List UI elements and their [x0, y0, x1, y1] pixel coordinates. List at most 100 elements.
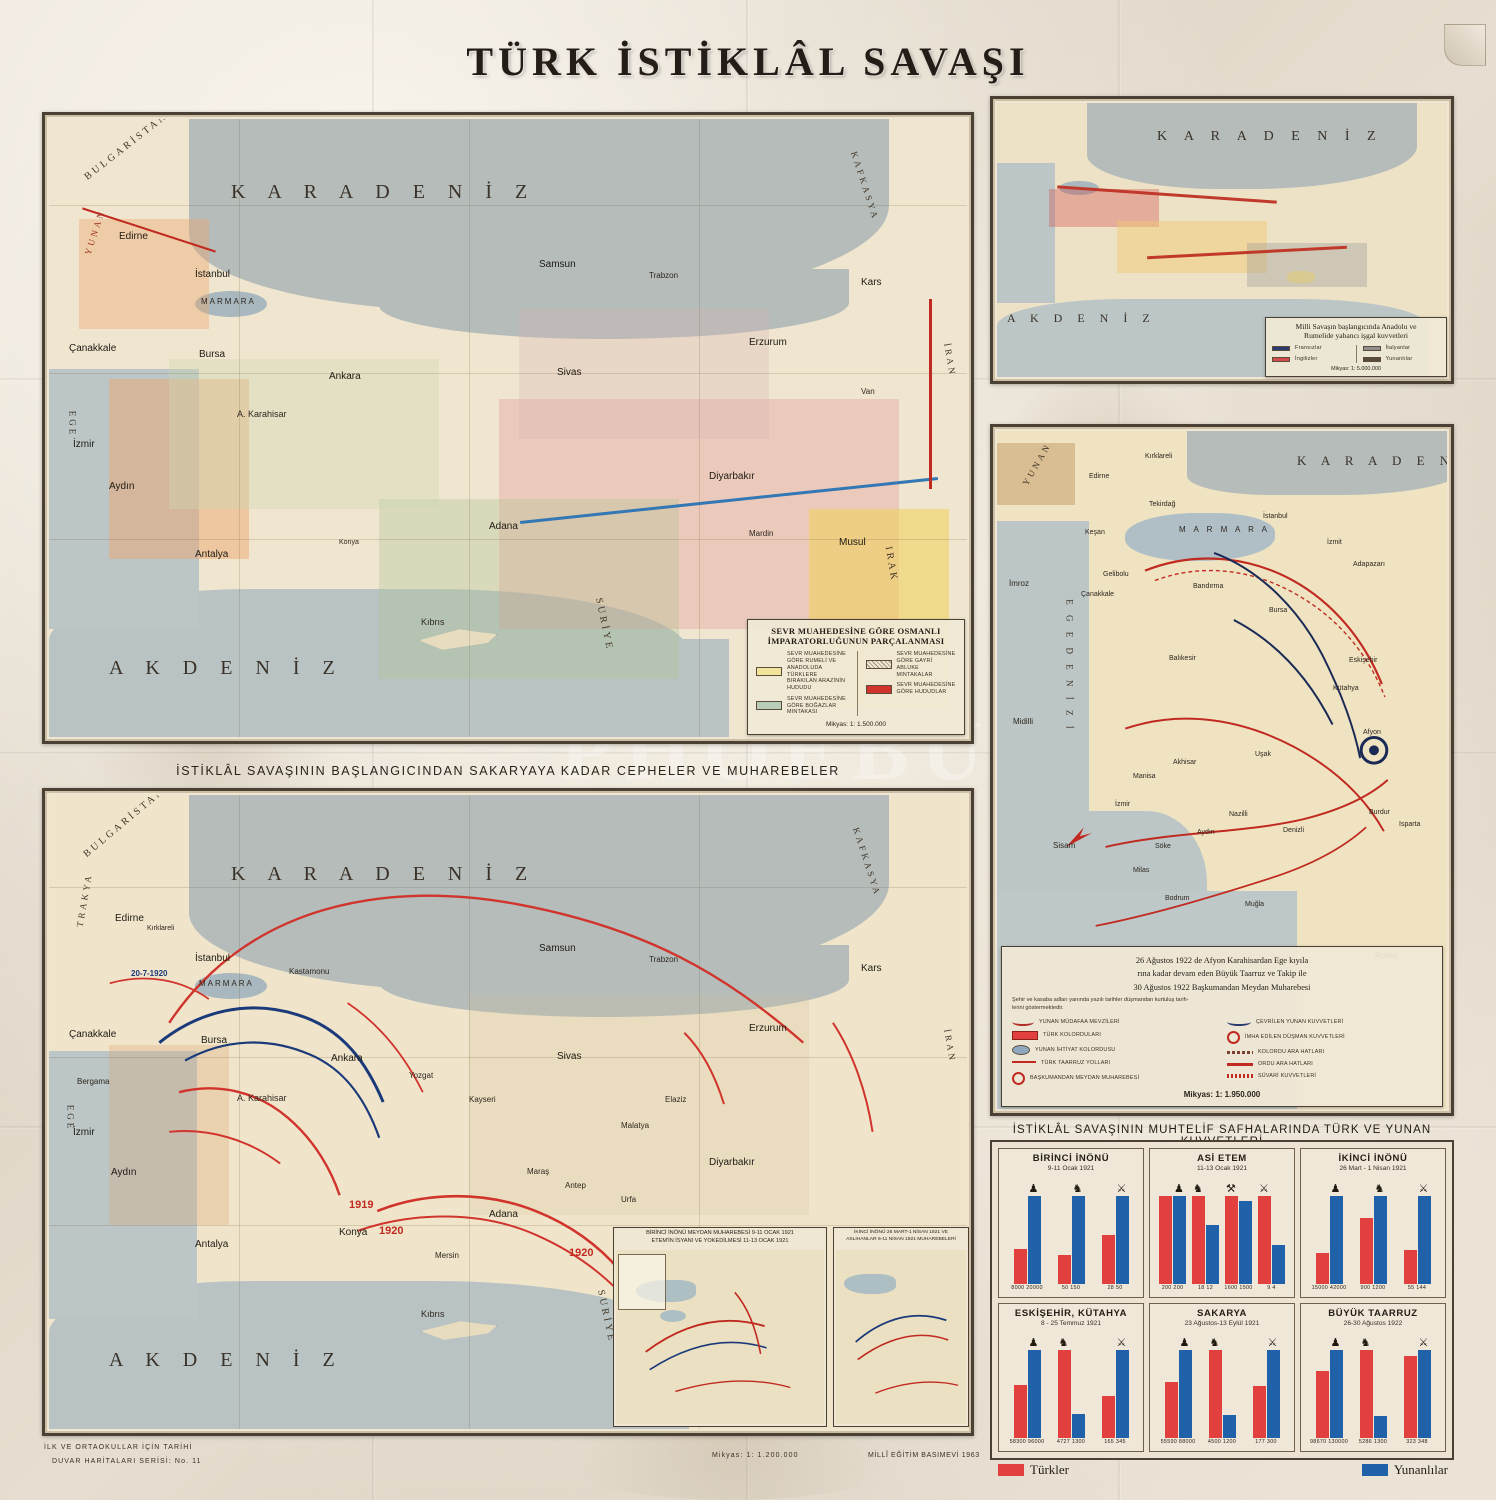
- chart-6[interactable]: BÜYÜK TAARRUZ 26-30 Ağustos 1922 ♟ 98670 13…: [1300, 1302, 1446, 1452]
- legend-swatch: [756, 701, 782, 711]
- annotation-date: 20-7-1920: [131, 969, 168, 978]
- chart-4[interactable]: ESKİŞEHİR, KÜTAHYA 8 - 25 Temmuz 1921 ♟ 583…: [998, 1302, 1144, 1452]
- city-label-konya: Konya: [339, 1227, 368, 1238]
- chart-value-labels: 900 1200: [1360, 1284, 1386, 1291]
- chart-value-labels: 18 12: [1198, 1284, 1213, 1291]
- bar-greeks: [1115, 1350, 1129, 1438]
- legend-item-label: İMHA EDİLEN DÜŞMAN KUVVETLERİ: [1245, 1034, 1345, 1041]
- bar-turks: [1101, 1234, 1115, 1284]
- chart-1[interactable]: BİRİNCİ İNÖNÜ 9-11 Ocak 1921 ♟ 8000 20000 ♞ 5…: [998, 1148, 1144, 1298]
- city-label-a-karahisar: A. Karahisar: [237, 409, 287, 419]
- chart-group-top: ⚔ 177 300: [1252, 1334, 1280, 1445]
- legend-item: SEVR MUAHEDESİNE GÖRE RUMELİ VE ANADOLUD…: [756, 651, 847, 692]
- infantry-icon: ♟: [1179, 1337, 1190, 1349]
- bar-greeks: [1373, 1416, 1387, 1438]
- cavalry-icon: ♞: [1193, 1182, 1203, 1195]
- legend-great-offensive[interactable]: 26 Ağustos 1922 de Afyon Karahisardan Eg…: [1001, 945, 1443, 1107]
- city-label-izmir: İzmir: [73, 1127, 95, 1138]
- chart-value-labels: 50 150: [1061, 1284, 1081, 1291]
- annotation-year: 1920: [379, 1225, 404, 1237]
- legend-scale: Mikyas: 1: 1.950.000: [1183, 1090, 1261, 1099]
- legend-swatch: [1272, 346, 1290, 352]
- map-offensive-canvas: K A R A D E N İ Z M A R M A R A E G E D …: [997, 431, 1447, 1109]
- chart-value-labels: 55590 88000: [1160, 1439, 1196, 1445]
- legend-item-label: YUNAN MÜDAFAA MEVZİLERİ: [1039, 1018, 1120, 1025]
- city-label-gelibolu: Gelibolu: [1103, 571, 1129, 578]
- legend-desc-line3: 30 Ağustos 1922 Başkumandan Meydan Muhar…: [1133, 982, 1311, 992]
- legend-title-line1: Milli Savaşın başlangıcında Anadolu ve: [1295, 322, 1417, 332]
- legend-symbol-reserve: [1012, 1045, 1030, 1056]
- cavalry-icon: ♞: [1374, 1182, 1385, 1195]
- city-label-aydin: Aydın: [111, 1167, 137, 1178]
- chart-group-piyade: ♟ 98670 130000: [1310, 1334, 1348, 1446]
- inset-first-inonu[interactable]: BİRİNCİ İNÖNÜ MEYDAN MUHAREBESİ 9-11 OCA…: [613, 1227, 827, 1427]
- chart-plot-area: ♟ 98670 130000 ♞ 5286 1300 ⚔ 323 348: [1307, 1334, 1439, 1446]
- chart-5[interactable]: SAKARYA 23 Ağustos-13 Eylül 1921 ♟ 55590 88…: [1149, 1302, 1295, 1452]
- chart-3[interactable]: İKİNCİ İNÖNÜ 26 Mart - 1 Nisan 1921 ♟ 15000…: [1300, 1148, 1446, 1298]
- bar-turks: [1315, 1371, 1329, 1438]
- sea-label-marmara: MARMARA: [199, 979, 254, 988]
- charts-panel[interactable]: BİRİNCİ İNÖNÜ 9-11 Ocak 1921 ♟ 8000 20000 ♞ 5…: [990, 1140, 1454, 1460]
- city-label-canakkale: Çanakkale: [69, 1029, 117, 1040]
- city-label-nazilli: Nazilli: [1229, 811, 1248, 818]
- city-label-mugla: Muğla: [1245, 901, 1265, 908]
- bar-greeks: [1373, 1195, 1387, 1284]
- charts-grid: BİRİNCİ İNÖNÜ 9-11 Ocak 1921 ♟ 8000 20000 ♞ 5…: [998, 1148, 1446, 1452]
- legend-swatch: [1272, 357, 1290, 362]
- city-label-usak: Uşak: [1255, 751, 1271, 758]
- legend-occupation[interactable]: Milli Savaşın başlangıcında Anadolu ve R…: [1265, 317, 1447, 377]
- city-label-elaziz: Elaziz: [665, 1095, 687, 1104]
- city-label-antalya: Antalya: [195, 549, 229, 560]
- legend-item-label: İtalyanlar: [1385, 345, 1411, 352]
- chart-value-labels: 5286 1300: [1358, 1439, 1388, 1445]
- city-label-sivas: Sivas: [557, 367, 582, 378]
- city-label-konya: Konya: [339, 539, 359, 546]
- city-label-a-karahisar: A. Karahisar: [237, 1093, 287, 1103]
- legend-symbol-corps: [1012, 1031, 1038, 1041]
- city-label-edirne: Edirne: [1089, 473, 1110, 480]
- map-sevres-partition[interactable]: K A R A D E N İ Z A K D E N İ Z MARMARA …: [42, 112, 974, 744]
- legend-sevres[interactable]: SEVR MUAHEDESİNE GÖRE OSMANLI İMPARATORL…: [747, 619, 965, 735]
- inset-second-inonu[interactable]: İKİNCİ İNÖNÜ 26 MART-1 NİSAN 1921 VE ASL…: [833, 1227, 969, 1427]
- sea-label-black-sea: K A R A D E N İ Z: [231, 181, 537, 203]
- legend-desc-line1: 26 Ağustos 1922 de Afyon Karahisardan Eg…: [1135, 955, 1309, 965]
- chart-value-labels: 200 200: [1161, 1284, 1184, 1291]
- chart-value-labels: 1600 1500: [1224, 1284, 1253, 1291]
- scale-bottom: Mikyas: 1: 1.200.000: [712, 1452, 799, 1459]
- legend-desc-line2: rına kadar devam eden Büyük Taarruz ve T…: [1137, 969, 1307, 979]
- bar-turks: [1192, 1195, 1205, 1284]
- map-great-offensive[interactable]: K A R A D E N İ Z M A R M A R A E G E D …: [990, 424, 1454, 1116]
- city-label-musul: Musul: [839, 537, 866, 548]
- city-label-van: Van: [861, 387, 875, 396]
- chart-subtitle: 26-30 Ağustos 1922: [1343, 1319, 1403, 1327]
- legend-label-turks: Türkler: [1030, 1462, 1069, 1477]
- chart-group-süvari: ♞ 50 150: [1057, 1179, 1085, 1291]
- city-label-izmir: İzmir: [1115, 801, 1131, 808]
- bar-greeks: [1239, 1200, 1252, 1284]
- chart-group-süvari: ♞ 18 12: [1192, 1179, 1219, 1291]
- bar-turks: [1252, 1386, 1266, 1438]
- legend-item-turks: Türkler: [998, 1462, 1069, 1478]
- city-label-istanbul: İstanbul: [1263, 513, 1288, 520]
- bar-turks: [1013, 1248, 1027, 1284]
- legend-symbol-corps-boundary: [1227, 1051, 1253, 1055]
- legend-item: SEVR MUAHEDESİNE GÖRE BOĞAZLAR MINTAKASI: [756, 696, 847, 716]
- chart-subtitle: 23 Ağustos-13 Eylül 1921: [1184, 1319, 1260, 1327]
- chart-2[interactable]: ASİ ETEM 11-13 Ocak 1921 ♟ 200 200 ♞ 18 12 ⚒ 16…: [1149, 1148, 1295, 1298]
- map-fronts-canvas: K A R A D E N İ Z A K D E N İ Z MARMARA …: [49, 795, 967, 1429]
- chart-value-labels: 98670 130000: [1309, 1439, 1349, 1445]
- legend-item-label: KOLORDU ARA HATLARI: [1258, 1049, 1325, 1056]
- legend-symbol-attack-route: [1012, 1060, 1036, 1067]
- map-fronts-battles[interactable]: K A R A D E N İ Z A K D E N İ Z MARMARA …: [42, 788, 974, 1436]
- legend-title-line2: İMPARATORLUĞUNUN PARÇALANMASI: [767, 636, 945, 647]
- chart-plot-area: ♟ 58300 96000 ♞ 4727 1300 ⚔ 165 345: [1005, 1334, 1137, 1445]
- legend-swatch: [756, 667, 782, 676]
- map-occupation-forces[interactable]: K A R A D E N İ Z A K D E N İ Z Milli Sa…: [990, 96, 1454, 384]
- bar-greeks: [1222, 1415, 1236, 1438]
- cavalry-icon: ♞: [1209, 1337, 1220, 1349]
- city-label-adana: Adana: [489, 521, 518, 532]
- city-label-ankara: Ankara: [331, 1053, 363, 1064]
- section-title-fronts: İSTİKLÂL SAVAŞININ BAŞLANGICINDAN SAKARY…: [176, 764, 840, 778]
- city-label-urfa: Urfa: [621, 1195, 637, 1204]
